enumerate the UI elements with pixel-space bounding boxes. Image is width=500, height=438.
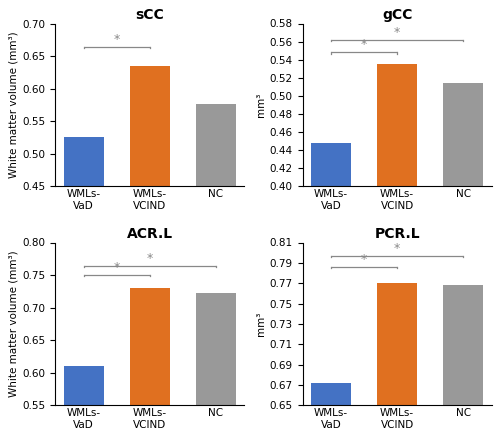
Bar: [378, 64, 417, 438]
Bar: [196, 104, 236, 438]
Text: *: *: [114, 33, 120, 46]
Bar: [378, 283, 417, 438]
Text: *: *: [114, 261, 120, 274]
Y-axis label: White matter volume (mm³): White matter volume (mm³): [8, 32, 18, 178]
Y-axis label: mm³: mm³: [256, 312, 266, 336]
Text: *: *: [361, 253, 367, 266]
Title: ACR.L: ACR.L: [127, 227, 173, 241]
Bar: [64, 138, 104, 438]
Bar: [130, 66, 170, 438]
Text: *: *: [361, 39, 367, 51]
Bar: [130, 288, 170, 438]
Bar: [444, 285, 483, 438]
Bar: [64, 366, 104, 438]
Y-axis label: mm³: mm³: [256, 93, 266, 117]
Bar: [311, 143, 351, 438]
Text: *: *: [147, 252, 153, 265]
Title: PCR.L: PCR.L: [374, 227, 420, 241]
Bar: [311, 383, 351, 438]
Title: gCC: gCC: [382, 8, 412, 22]
Bar: [196, 293, 236, 438]
Bar: [444, 83, 483, 438]
Text: *: *: [394, 26, 400, 39]
Text: *: *: [394, 242, 400, 255]
Title: sCC: sCC: [136, 8, 164, 22]
Y-axis label: White matter volume (mm³): White matter volume (mm³): [8, 251, 18, 397]
